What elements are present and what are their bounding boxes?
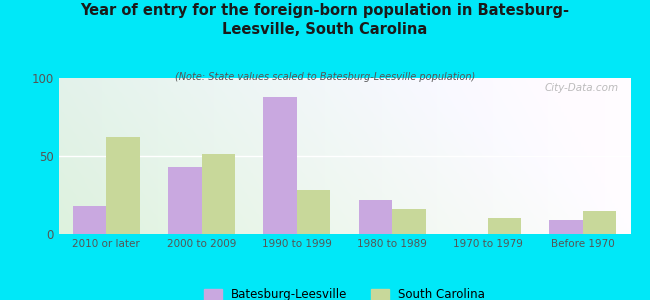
Bar [168,167,202,234]
Bar [263,97,297,234]
Bar [488,218,521,234]
Bar [549,220,583,234]
Bar [202,154,235,234]
Bar [297,190,330,234]
Bar [392,209,426,234]
Text: Year of entry for the foreign-born population in Batesburg-
Leesville, South Car: Year of entry for the foreign-born popul… [81,3,569,37]
Bar [73,206,106,234]
Bar [106,137,140,234]
Text: (Note: State values scaled to Batesburg-Leesville population): (Note: State values scaled to Batesburg-… [175,72,475,82]
Bar [359,200,392,234]
Text: City-Data.com: City-Data.com [545,83,619,93]
Legend: Batesburg-Leesville, South Carolina: Batesburg-Leesville, South Carolina [199,284,490,300]
Bar [583,211,616,234]
